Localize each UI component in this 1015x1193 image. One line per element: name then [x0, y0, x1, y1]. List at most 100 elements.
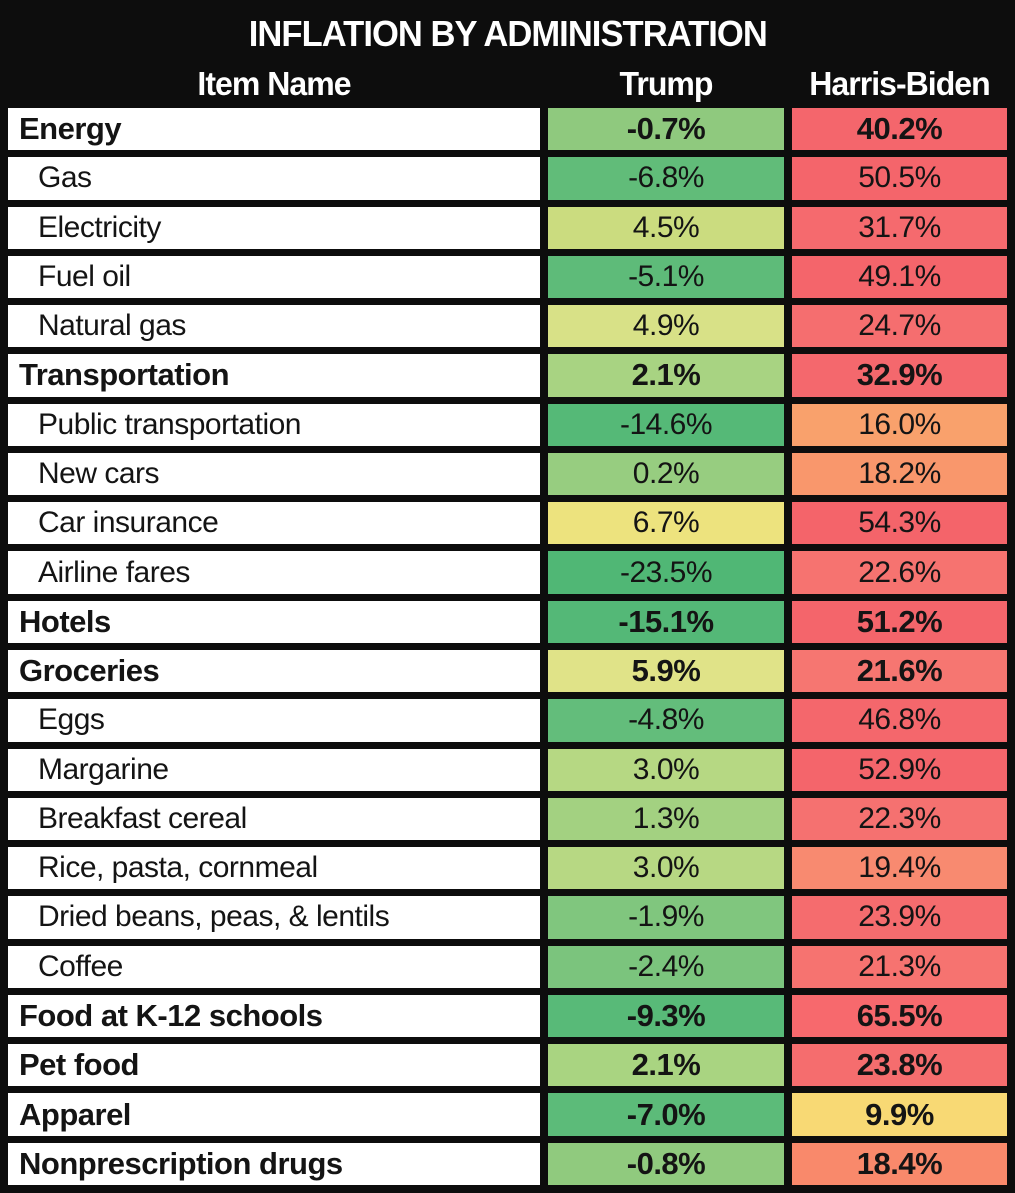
harris-biden-value-cell: 23.8%	[792, 1044, 1007, 1087]
item-name-cell: Rice, pasta, cornmeal	[8, 847, 540, 890]
harris-biden-value-cell: 19.4%	[792, 847, 1007, 890]
harris-biden-value-cell: 22.6%	[792, 551, 1007, 594]
column-divider	[784, 797, 792, 841]
title-bar: INFLATION BY ADMINISTRATION	[8, 8, 1007, 60]
column-divider	[784, 305, 792, 348]
column-divider	[784, 1044, 792, 1087]
trump-value-cell: 2.1%	[548, 354, 784, 397]
table-row: New cars 0.2% 18.2%	[8, 452, 1007, 496]
harris-biden-value-cell: 46.8%	[792, 699, 1007, 742]
trump-value-cell: 5.9%	[548, 650, 784, 693]
column-divider	[540, 1142, 548, 1185]
column-divider	[784, 748, 792, 791]
harris-biden-value-cell: 21.6%	[792, 650, 1007, 693]
column-divider	[540, 502, 548, 545]
column-divider	[784, 354, 792, 397]
table-row: Electricity 4.5% 31.7%	[8, 206, 1007, 249]
table-row: Food at K-12 schools -9.3% 65.5%	[8, 994, 1007, 1038]
column-divider	[540, 650, 548, 693]
column-divider	[540, 551, 548, 594]
column-divider	[784, 255, 792, 299]
table-row: Airline fares -23.5% 22.6%	[8, 551, 1007, 594]
column-header-harris-biden: Harris-Biden	[809, 65, 990, 102]
column-divider	[784, 403, 792, 446]
column-divider	[784, 699, 792, 742]
trump-value-cell: 3.0%	[548, 847, 784, 890]
table-row: Gas -6.8% 50.5%	[8, 157, 1007, 200]
table-row: Coffee -2.4% 21.3%	[8, 945, 1007, 988]
item-name-cell: Breakfast cereal	[8, 797, 540, 841]
item-name-cell: Natural gas	[8, 305, 540, 348]
item-name-cell: Coffee	[8, 945, 540, 988]
column-divider	[784, 650, 792, 693]
item-name-cell: Food at K-12 schools	[8, 994, 540, 1038]
harris-biden-value-cell: 50.5%	[792, 157, 1007, 200]
column-divider	[784, 157, 792, 200]
trump-value-cell: -4.8%	[548, 699, 784, 742]
column-divider	[540, 797, 548, 841]
table-row: Fuel oil -5.1% 49.1%	[8, 255, 1007, 299]
column-divider	[540, 255, 548, 299]
column-header-item-name: Item Name	[197, 65, 351, 102]
harris-biden-value-cell: 32.9%	[792, 354, 1007, 397]
item-name-cell: Groceries	[8, 650, 540, 693]
trump-value-cell: -1.9%	[548, 896, 784, 939]
trump-value-cell: 4.5%	[548, 206, 784, 249]
harris-biden-value-cell: 51.2%	[792, 600, 1007, 643]
trump-value-cell: 2.1%	[548, 1044, 784, 1087]
harris-biden-value-cell: 22.3%	[792, 797, 1007, 841]
trump-value-cell: -6.8%	[548, 157, 784, 200]
column-divider	[784, 600, 792, 643]
harris-biden-value-cell: 52.9%	[792, 748, 1007, 791]
trump-value-cell: -15.1%	[548, 600, 784, 643]
item-name-cell: Margarine	[8, 748, 540, 791]
trump-value-cell: 6.7%	[548, 502, 784, 545]
harris-biden-value-cell: 54.3%	[792, 502, 1007, 545]
table-row: Pet food 2.1% 23.8%	[8, 1044, 1007, 1087]
table-row: Nonprescription drugs -0.8% 18.4%	[8, 1142, 1007, 1185]
item-name-cell: Gas	[8, 157, 540, 200]
trump-value-cell: 1.3%	[548, 797, 784, 841]
trump-value-cell: -2.4%	[548, 945, 784, 988]
harris-biden-value-cell: 31.7%	[792, 206, 1007, 249]
column-divider	[540, 748, 548, 791]
column-divider	[540, 1044, 548, 1087]
trump-value-cell: -7.0%	[548, 1093, 784, 1136]
trump-value-cell: -9.3%	[548, 994, 784, 1038]
table-row: Energy -0.7% 40.2%	[8, 108, 1007, 151]
item-name-cell: Energy	[8, 108, 540, 151]
column-divider	[540, 600, 548, 643]
item-name-cell: Eggs	[8, 699, 540, 742]
column-divider	[784, 847, 792, 890]
table-row: Margarine 3.0% 52.9%	[8, 748, 1007, 791]
column-divider	[784, 1093, 792, 1136]
item-name-cell: Hotels	[8, 600, 540, 643]
harris-biden-value-cell: 9.9%	[792, 1093, 1007, 1136]
column-divider	[540, 847, 548, 890]
item-name-cell: Electricity	[8, 206, 540, 249]
column-divider	[540, 699, 548, 742]
column-divider	[540, 206, 548, 249]
column-divider	[540, 896, 548, 939]
table-row: Apparel -7.0% 9.9%	[8, 1093, 1007, 1136]
table-row: Hotels -15.1% 51.2%	[8, 600, 1007, 643]
column-divider	[540, 994, 548, 1038]
harris-biden-value-cell: 16.0%	[792, 403, 1007, 446]
column-divider	[784, 502, 792, 545]
column-divider	[540, 354, 548, 397]
trump-value-cell: 3.0%	[548, 748, 784, 791]
table-body: Energy -0.7% 40.2% Gas -6.8% 50.5% Elect…	[8, 108, 1007, 1185]
table-row: Transportation 2.1% 32.9%	[8, 354, 1007, 397]
trump-value-cell: -0.8%	[548, 1142, 784, 1185]
column-divider	[784, 108, 792, 151]
column-divider	[540, 403, 548, 446]
table-header-row: Item Name Trump Harris-Biden	[8, 60, 1007, 108]
table-row: Dried beans, peas, & lentils -1.9% 23.9%	[8, 896, 1007, 939]
trump-value-cell: -0.7%	[548, 108, 784, 151]
column-divider	[784, 452, 792, 496]
column-divider	[540, 452, 548, 496]
harris-biden-value-cell: 18.4%	[792, 1142, 1007, 1185]
item-name-cell: Nonprescription drugs	[8, 1142, 540, 1185]
item-name-cell: Airline fares	[8, 551, 540, 594]
